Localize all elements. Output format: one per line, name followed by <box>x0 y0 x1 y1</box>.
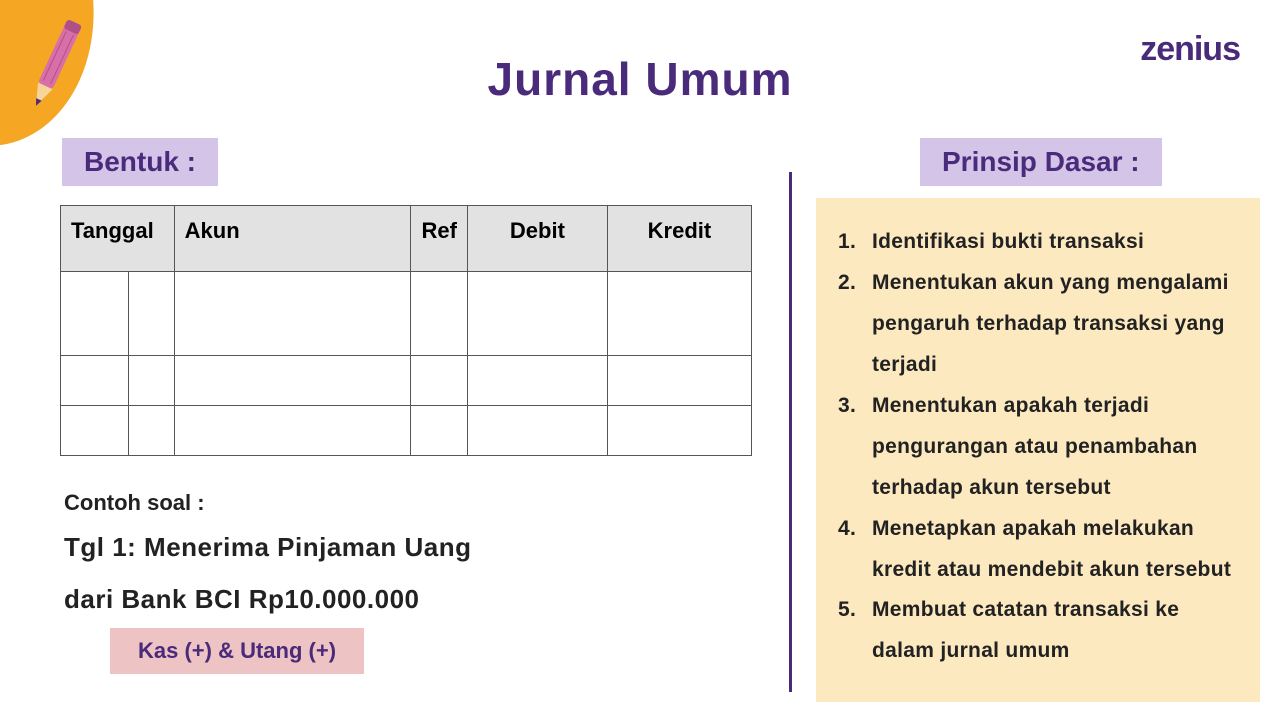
principles-list: Identifikasi bukti transaksi Menentukan … <box>836 222 1240 672</box>
col-header-debit: Debit <box>467 206 607 272</box>
brand-logo: zenius <box>1140 30 1240 69</box>
example-text-line2: dari Bank BCI Rp10.000.000 <box>64 584 420 615</box>
table-row <box>61 356 752 406</box>
table-row <box>61 272 752 356</box>
col-header-akun: Akun <box>174 206 411 272</box>
example-highlight: Kas (+) & Utang (+) <box>110 628 364 674</box>
principle-item: Menentukan akun yang mengalami pengaruh … <box>836 263 1240 386</box>
journal-table: Tanggal Akun Ref Debit Kredit <box>60 205 752 456</box>
col-header-kredit: Kredit <box>607 206 751 272</box>
bentuk-section-label: Bentuk : <box>62 138 218 186</box>
page-title: Jurnal Umum <box>488 52 793 106</box>
prinsip-section-label: Prinsip Dasar : <box>920 138 1162 186</box>
table-row <box>61 406 752 456</box>
principle-item: Identifikasi bukti transaksi <box>836 222 1240 263</box>
example-highlight-text: Kas (+) & Utang (+) <box>138 638 336 663</box>
col-header-ref: Ref <box>411 206 467 272</box>
example-text-line1: Tgl 1: Menerima Pinjaman Uang <box>64 532 471 563</box>
vertical-divider <box>789 172 792 692</box>
example-label: Contoh soal : <box>64 490 205 516</box>
principle-item: Menetapkan apakah melakukan kredit atau … <box>836 509 1240 591</box>
col-header-tanggal: Tanggal <box>61 206 175 272</box>
principles-box: Identifikasi bukti transaksi Menentukan … <box>816 198 1260 702</box>
principle-item: Membuat catatan transaksi ke dalam jurna… <box>836 590 1240 672</box>
principle-item: Menentukan apakah terjadi pengurangan at… <box>836 386 1240 509</box>
